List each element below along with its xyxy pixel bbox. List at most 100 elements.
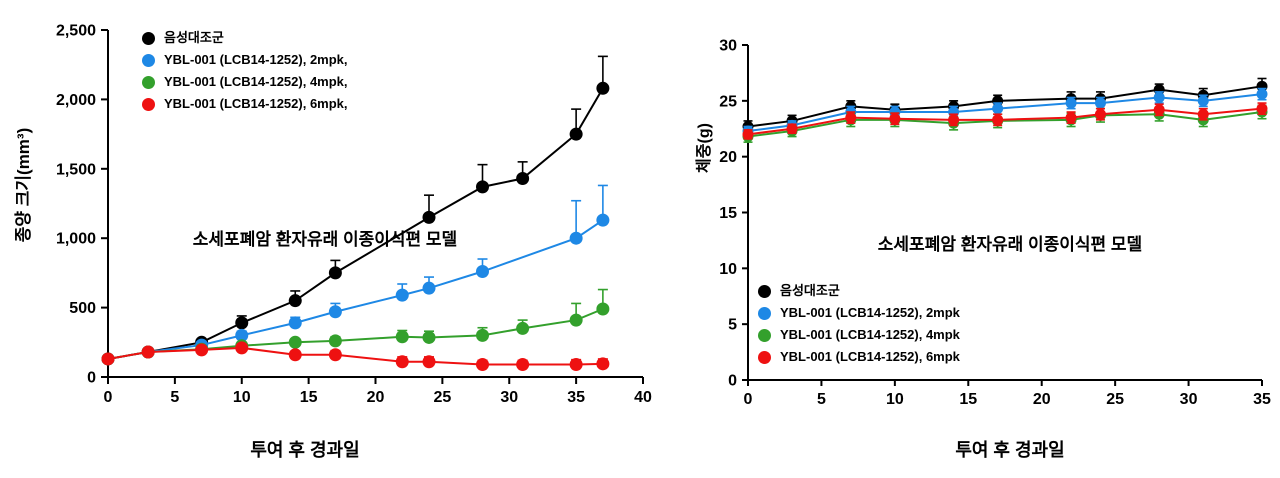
data-point — [422, 281, 436, 295]
data-point — [476, 265, 489, 279]
data-point — [1094, 108, 1106, 120]
data-point — [596, 302, 610, 316]
data-point — [1197, 108, 1209, 120]
y-tick-label: 30 — [719, 38, 737, 55]
data-point — [948, 114, 960, 126]
x-tick-label: 30 — [500, 389, 518, 406]
y-tick-label: 2,500 — [56, 23, 96, 40]
legend-label-control: 음성대조군 — [780, 283, 840, 298]
data-point — [786, 123, 798, 135]
x-tick-label: 0 — [744, 391, 753, 408]
legend-item-6mpk: YBL-001 (LCB14-1252), 6mpk, — [142, 93, 348, 115]
data-point — [422, 355, 436, 369]
data-point — [328, 305, 342, 319]
data-point — [395, 288, 409, 302]
data-point — [195, 343, 209, 357]
tumor-volume-plot-svg: 0 500 1,000 1,500 2,000 2,500 0 5 10 15 20 25 30 35 40 — [56, 23, 652, 407]
legend-marker-4mpk-icon — [142, 75, 155, 89]
x-tick-label: 0 — [104, 389, 113, 406]
legend-marker-4mpk-icon — [758, 328, 771, 342]
data-point — [569, 313, 583, 327]
data-point — [1065, 97, 1077, 109]
y-tick-label: 0 — [728, 373, 737, 390]
legend-item-4mpk: YBL-001 (LCB14-1252), 4mpk, — [142, 71, 348, 93]
body-weight-chart: 0 5 10 15 20 25 30 0 5 10 15 20 25 30 35 체중(g) 투여 후 경과… — [665, 0, 1280, 478]
legend-label-2mpk: YBL-001 (LCB14-1252), 2mpk, — [164, 52, 348, 67]
data-point — [288, 316, 302, 330]
data-point — [845, 112, 857, 124]
x-tick-label: 40 — [634, 389, 652, 406]
data-point — [235, 328, 249, 342]
legend-label-6mpk: YBL-001 (LCB14-1252), 6mpk — [780, 349, 960, 364]
data-point — [1153, 104, 1165, 116]
y-tick-label: 2,000 — [56, 92, 96, 109]
tumor-volume-chart: 0 500 1,000 1,500 2,000 2,500 0 5 10 15 20 25 30 35 40… — [14, 23, 652, 461]
data-point — [516, 172, 530, 186]
data-point — [328, 348, 342, 362]
weight-y-axis-title: 체중(g) — [696, 123, 713, 173]
body-weight-plot-svg: 0 5 10 15 20 25 30 0 5 10 15 20 25 30 35 — [719, 38, 1271, 409]
x-tick-label: 25 — [433, 389, 451, 406]
data-point — [395, 355, 409, 369]
data-point — [101, 352, 115, 366]
data-point — [1094, 97, 1106, 109]
x-tick-label: 25 — [1106, 391, 1124, 408]
data-point — [288, 335, 302, 349]
data-point — [569, 358, 583, 372]
x-tick-label: 10 — [886, 391, 904, 408]
series-line — [107, 87, 604, 360]
legend-item-2mpk: YBL-001 (LCB14-1252), 2mpk — [758, 302, 960, 324]
data-point — [992, 103, 1004, 115]
data-point — [422, 330, 436, 344]
y-tick-label: 1,000 — [56, 231, 96, 248]
x-tick-label: 15 — [959, 391, 977, 408]
data-point — [288, 294, 302, 308]
data-point — [1256, 88, 1268, 100]
weight-x-axis-title: 투여 후 경과일 — [955, 440, 1065, 460]
data-point — [742, 128, 754, 140]
y-tick-label: 1,500 — [56, 161, 96, 178]
data-point — [328, 334, 342, 348]
legend-label-control: 음성대조군 — [164, 30, 224, 45]
y-tick-label: 5 — [728, 317, 737, 334]
data-point — [288, 348, 302, 362]
data-point — [476, 328, 489, 342]
legend-item-2mpk: YBL-001 (LCB14-1252), 2mpk, — [142, 49, 348, 71]
x-tick-label: 5 — [817, 391, 826, 408]
weight-legend: 음성대조군 YBL-001 (LCB14-1252), 2mpk YBL-001… — [758, 280, 960, 368]
weight-model-annotation: 소세포폐암 환자유래 이종이식편 모델 — [877, 235, 1143, 254]
data-point — [596, 81, 610, 95]
data-point — [141, 345, 155, 359]
tumor-x-axis-title: 투여 후 경과일 — [250, 440, 360, 460]
legend-marker-control-icon — [142, 31, 155, 45]
legend-item-control: 음성대조군 — [758, 280, 960, 302]
y-tick-label: 20 — [719, 149, 737, 166]
data-point — [422, 210, 436, 224]
legend-marker-control-icon — [758, 284, 771, 298]
x-tick-label: 5 — [170, 389, 179, 406]
data-point — [569, 127, 583, 141]
data-point — [476, 358, 489, 372]
data-point — [235, 316, 249, 330]
legend-marker-6mpk-icon — [142, 97, 155, 111]
legend-label-4mpk: YBL-001 (LCB14-1252), 4mpk, — [164, 74, 348, 89]
series-line — [107, 346, 603, 366]
data-point — [476, 180, 489, 194]
data-point — [1256, 103, 1268, 115]
data-point — [328, 266, 342, 280]
data-point — [516, 358, 530, 372]
legend-label-6mpk: YBL-001 (LCB14-1252), 6mpk, — [164, 96, 348, 111]
y-tick-label: 500 — [69, 300, 96, 317]
y-tick-label: 0 — [87, 370, 96, 387]
data-point — [1153, 91, 1165, 103]
legend-marker-2mpk-icon — [758, 306, 771, 320]
x-tick-label: 35 — [1253, 391, 1271, 408]
x-tick-label: 10 — [233, 389, 251, 406]
legend-label-2mpk: YBL-001 (LCB14-1252), 2mpk — [780, 305, 960, 320]
data-point — [1065, 112, 1077, 124]
data-point — [235, 341, 249, 355]
tumor-y-axis-title: 종양 크기(mm³) — [14, 127, 33, 243]
series-line — [747, 111, 1263, 138]
legend-label-4mpk: YBL-001 (LCB14-1252), 4mpk — [780, 327, 960, 342]
